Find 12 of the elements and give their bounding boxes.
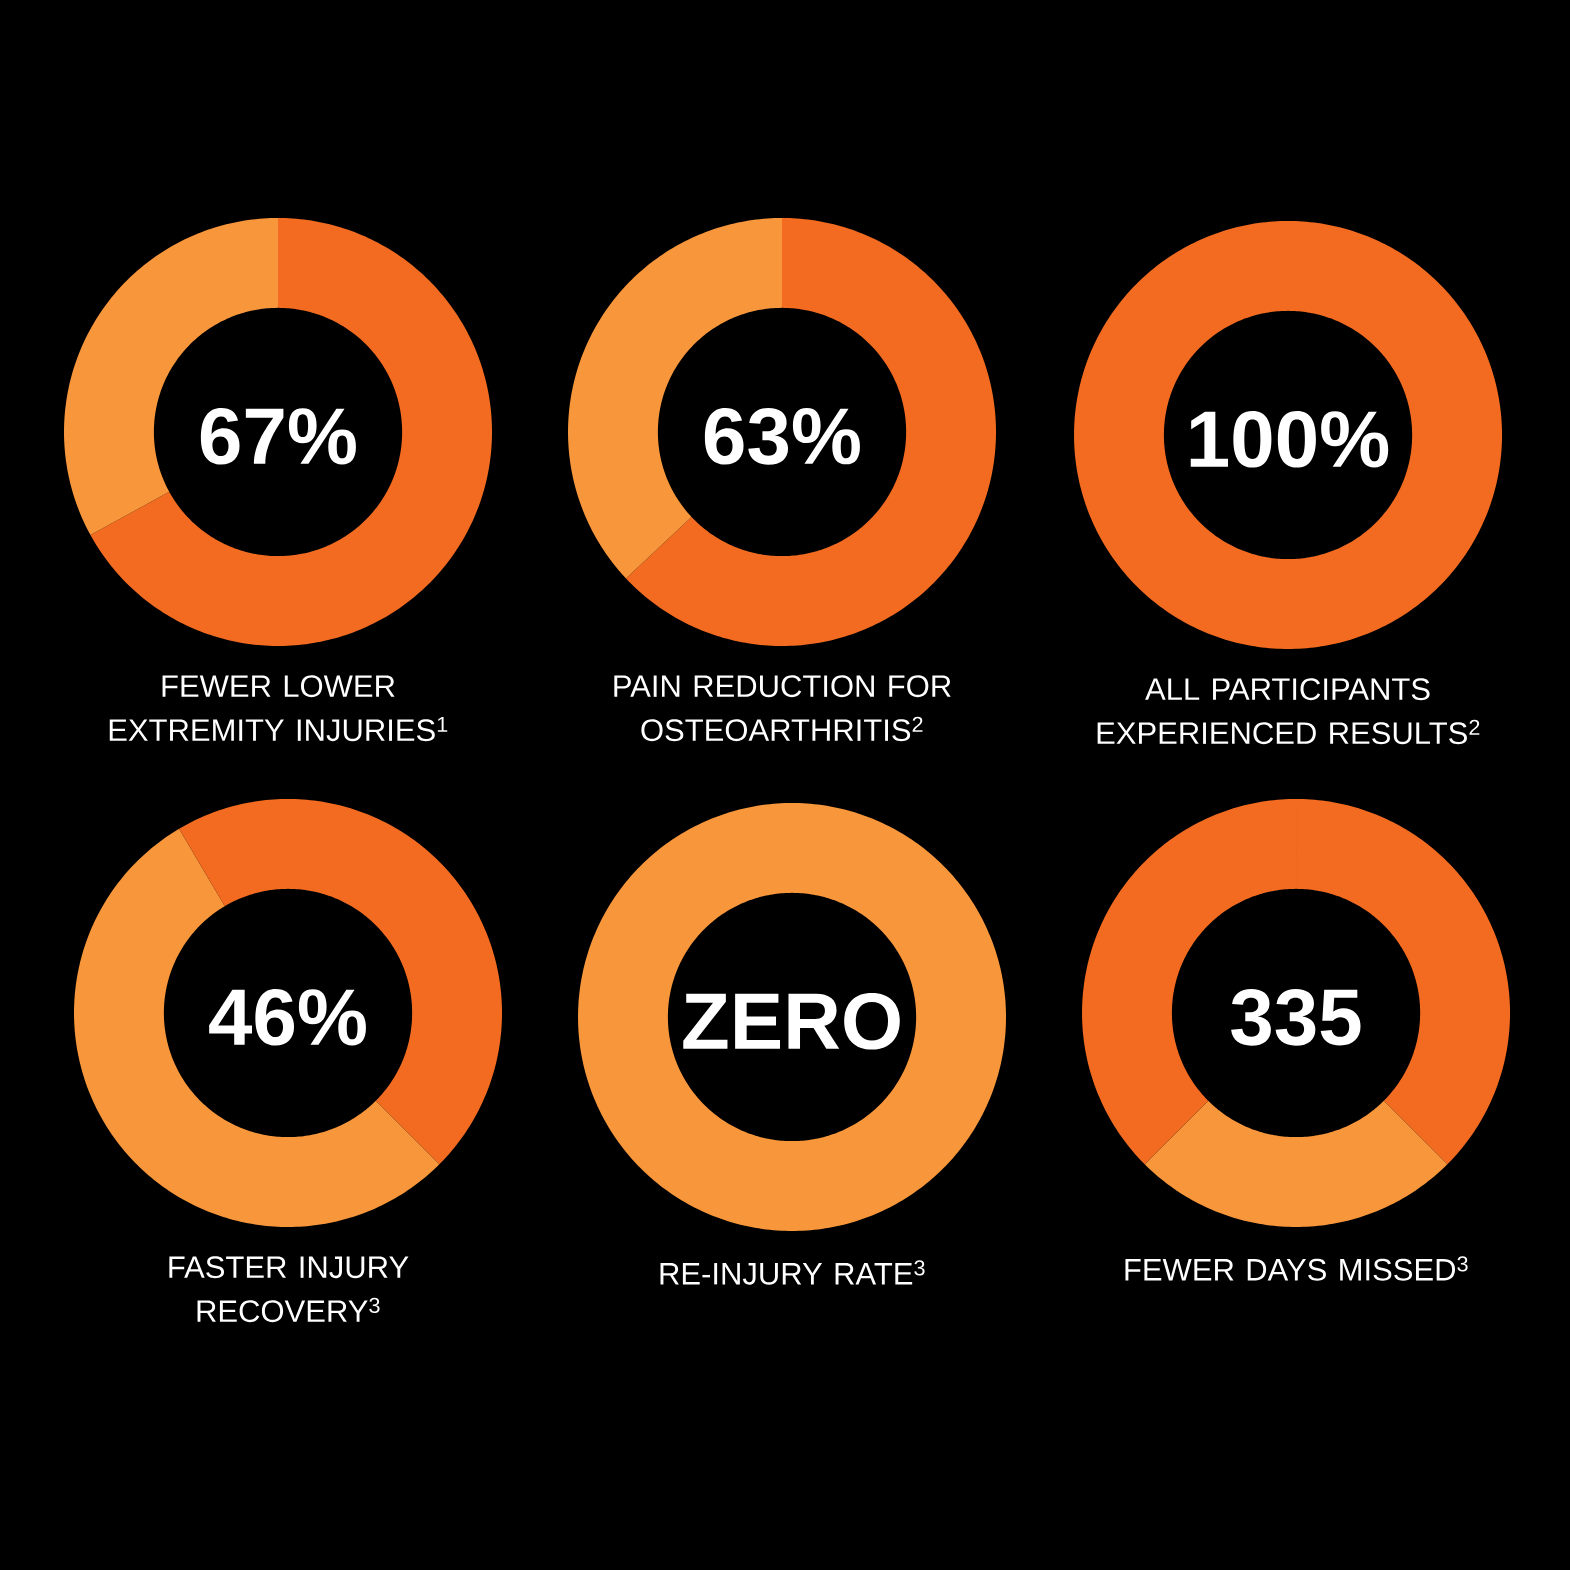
text: FASTER INJURY RECOVERY$^{3}$ [169, 1256, 409, 1323]
text: ALL PARTICIPANTS EXPERIENCED RESULTS$^{2}$ [1097, 678, 1480, 745]
text: 100% [1190, 410, 1389, 468]
text: ZERO [683, 992, 900, 1050]
text: PAIN REDUCTION FOR OSTEOARTHRITIS$^{2}$ [614, 675, 951, 742]
text: 63% [704, 407, 860, 465]
text: FEWER DAYS MISSED$^{3}$ [1125, 1256, 1468, 1281]
text: 67% [200, 407, 356, 465]
text: RE-INJURY RATE$^{3}$ [660, 1260, 925, 1285]
text: FEWER LOWER EXTREMITY INJURIES$^{1}$ [109, 675, 448, 742]
text: 335 [1231, 988, 1361, 1046]
text: 46% [209, 988, 366, 1046]
